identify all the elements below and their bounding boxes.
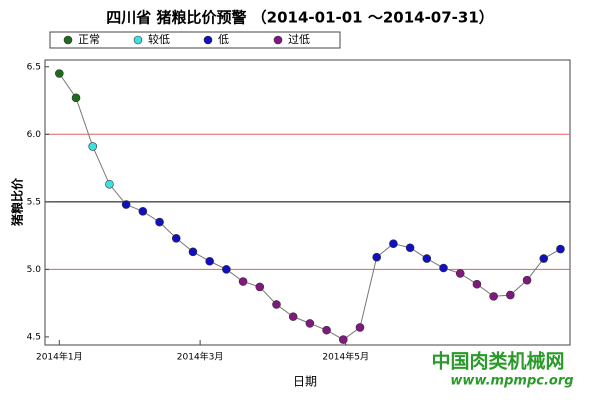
data-point [439, 263, 448, 273]
x-tick-label: 2014年5月 [322, 351, 369, 363]
data-point [55, 69, 64, 78]
data-point [472, 279, 482, 289]
data-point [338, 335, 348, 344]
x-tick-label: 2014年1月 [36, 351, 83, 363]
y-axis-label: 猪粮比价 [10, 177, 25, 227]
data-point [238, 277, 248, 286]
data-point [222, 265, 231, 274]
watermark-name: 中国肉类机械网 [431, 350, 564, 373]
data-point [372, 252, 382, 262]
data-point [288, 312, 298, 321]
data-point [322, 325, 331, 335]
data-point [556, 244, 565, 254]
data-point [155, 217, 164, 227]
legend-marker [203, 35, 213, 45]
data-point [171, 233, 181, 243]
data-point [188, 247, 198, 257]
data-point [255, 282, 265, 292]
legend-label: 过低 [288, 33, 310, 46]
plot-frame [44, 59, 571, 346]
legend-box [49, 31, 341, 49]
legend-label: 低 [218, 33, 229, 46]
x-axis-label: 日期 [293, 375, 317, 389]
legend-label: 正常 [78, 33, 100, 46]
data-point [71, 93, 81, 103]
data-point [105, 179, 114, 189]
y-tick-label: 4.5 [27, 332, 41, 342]
data-point [539, 254, 549, 263]
data-point [489, 292, 498, 301]
data-point [422, 254, 432, 263]
data-point [121, 200, 131, 209]
data-point [455, 269, 465, 278]
legend-marker [133, 35, 143, 45]
data-point [522, 275, 532, 285]
x-tick-label: 2014年3月 [177, 351, 224, 363]
legend-label: 较低 [148, 32, 170, 46]
data-point [272, 300, 281, 309]
data-point [138, 206, 148, 216]
legend-marker [273, 35, 283, 45]
legend-marker [63, 35, 73, 45]
data-point [355, 323, 365, 332]
chart-title: 四川省 猪粮比价预警 （2014-01-01 ～2014-07-31） [106, 9, 494, 27]
data-point [506, 290, 515, 300]
y-tick-label: 5.0 [27, 265, 42, 275]
watermark-url: www.mpmpc.org [450, 374, 573, 389]
data-point [389, 239, 398, 248]
y-tick-label: 5.5 [27, 197, 41, 207]
y-tick-label: 6.5 [27, 62, 41, 72]
data-point [88, 142, 98, 151]
data-point [305, 319, 315, 328]
data-point [205, 256, 214, 266]
data-point [405, 243, 415, 253]
y-tick-label: 6.0 [27, 130, 42, 140]
